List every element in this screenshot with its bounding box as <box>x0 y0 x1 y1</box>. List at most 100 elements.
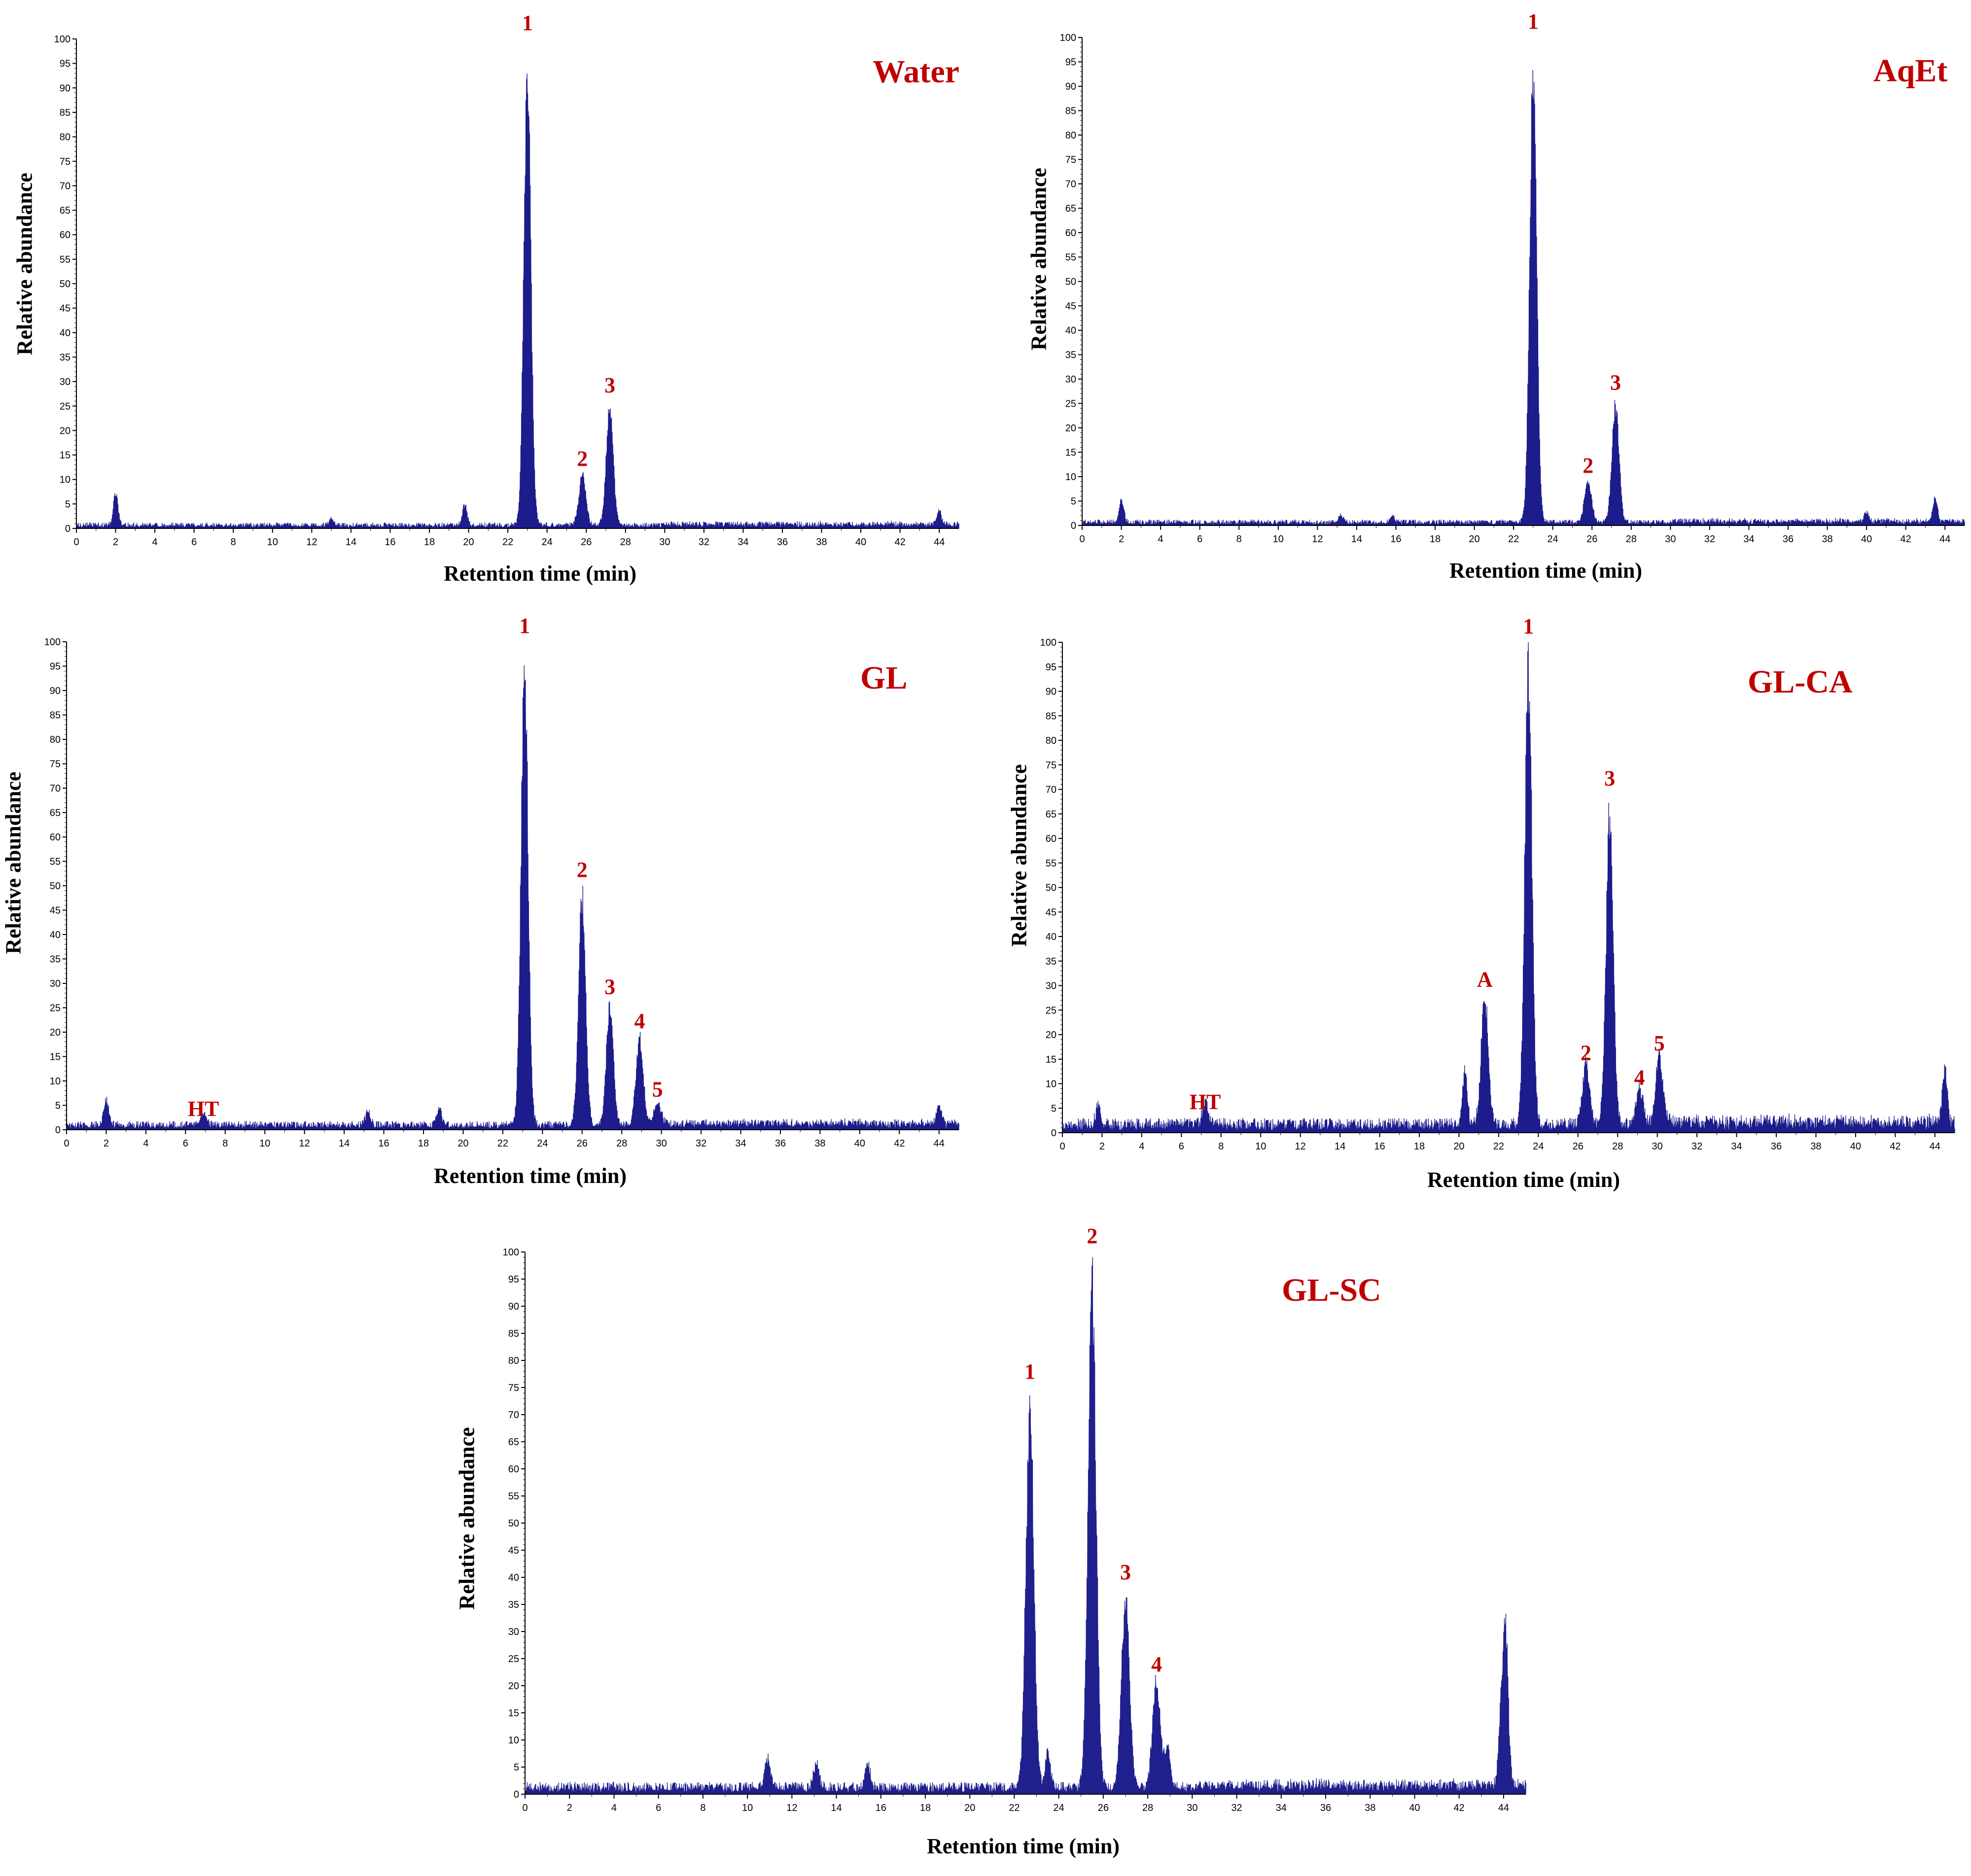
y-tick-label: 75 <box>60 156 70 167</box>
y-tick-label: 35 <box>60 352 70 363</box>
peak-label-4: 4 <box>1151 1652 1162 1676</box>
x-tick-label: 10 <box>1255 1141 1266 1152</box>
x-tick-label: 28 <box>1612 1141 1623 1152</box>
chromatogram-trace <box>525 1257 1526 1794</box>
x-tick-label: 12 <box>1295 1141 1306 1152</box>
x-tick-label: 30 <box>1187 1803 1197 1813</box>
x-tick-label: 8 <box>231 537 236 548</box>
y-tick-label: 30 <box>508 1627 519 1637</box>
x-tick-label: 26 <box>1586 534 1597 545</box>
x-tick-label: 44 <box>1939 534 1950 545</box>
x-tick-label: 18 <box>1414 1141 1425 1152</box>
x-tick-label: 12 <box>1312 534 1323 545</box>
x-tick-label: 20 <box>964 1803 975 1813</box>
x-tick-label: 22 <box>502 537 513 548</box>
chart-title-gl-ca: GL-CA <box>1748 664 1853 700</box>
chart-title-gl-sc: GL-SC <box>1282 1272 1381 1308</box>
y-tick-label: 70 <box>60 181 70 192</box>
peak-label-3: 3 <box>1604 766 1615 790</box>
x-axis-label-gl-ca: Retention time (min) <box>1427 1168 1620 1192</box>
x-tick-label: 34 <box>1743 534 1754 545</box>
peak-label-3: 3 <box>1610 371 1621 395</box>
y-tick-label: 60 <box>508 1464 519 1475</box>
y-tick-label: 80 <box>60 132 70 143</box>
y-tick-label: 10 <box>1046 1079 1056 1090</box>
y-tick-label: 65 <box>50 808 61 819</box>
x-tick-label: 34 <box>1731 1141 1742 1152</box>
x-tick-label: 10 <box>259 1138 270 1149</box>
y-tick-label: 65 <box>60 206 70 216</box>
peak-label-2: 2 <box>1087 1224 1097 1248</box>
y-tick-label: 15 <box>508 1708 519 1719</box>
y-tick-label: 90 <box>508 1301 519 1312</box>
x-tick-label: 20 <box>463 537 474 548</box>
y-tick-label: 80 <box>50 734 61 745</box>
x-tick-label: 6 <box>1197 534 1202 545</box>
x-tick-label: 22 <box>497 1138 508 1149</box>
x-tick-label: 14 <box>346 537 356 548</box>
chart-panel-water: 0 5 10 15 20 25 30 35 40 45 50 55 60 65 70 75 80 85 90 95 10… <box>0 0 986 601</box>
y-tick-label: 30 <box>1065 374 1076 385</box>
peak-label-4: 4 <box>634 1009 645 1033</box>
peak-label-3: 3 <box>1120 1560 1131 1584</box>
x-tick-label: 40 <box>1861 534 1872 545</box>
x-tick-label: 30 <box>656 1138 667 1149</box>
y-tick-label: 30 <box>1046 981 1056 992</box>
y-tick-label: 25 <box>1046 1005 1056 1016</box>
x-axis-label-aqet: Retention time (min) <box>1449 558 1643 583</box>
peak-label-2: 2 <box>1583 453 1593 478</box>
x-tick-label: 18 <box>418 1138 429 1149</box>
chromatogram-area <box>76 73 959 529</box>
y-tick-label: 50 <box>60 279 70 290</box>
y-tick-label: 15 <box>1046 1054 1056 1065</box>
x-tick-label: 0 <box>522 1803 528 1813</box>
x-tick-label: 32 <box>1691 1141 1702 1152</box>
y-tick-label: 55 <box>1046 858 1056 869</box>
x-tick-label: 20 <box>1469 534 1479 545</box>
peak-label-1: 1 <box>1024 1359 1035 1384</box>
chart-water: 0510152025303540455055606570758085909510… <box>54 11 959 548</box>
x-tick-label: 18 <box>424 537 435 548</box>
y-tick-label: 85 <box>508 1328 519 1339</box>
x-tick-label: 10 <box>742 1803 753 1813</box>
y-tick-label: 70 <box>1065 179 1076 190</box>
x-tick-label: 36 <box>775 1138 786 1149</box>
x-tick-label: 8 <box>700 1803 705 1813</box>
x-tick-label: 14 <box>1335 1141 1345 1152</box>
y-tick-label: 50 <box>1065 277 1076 287</box>
y-tick-label: 80 <box>1046 735 1056 746</box>
x-tick-label: 38 <box>1365 1803 1375 1813</box>
x-tick-label: 42 <box>894 1138 905 1149</box>
x-tick-label: 2 <box>1119 534 1124 545</box>
peak-label-1: 1 <box>1523 614 1534 638</box>
y-tick-label: 95 <box>1046 662 1056 673</box>
x-tick-label: 6 <box>191 537 197 548</box>
y-tick-label: 5 <box>1051 1103 1056 1114</box>
x-axis-label-gl: Retention time (min) <box>434 1164 627 1188</box>
y-tick-label: 100 <box>1040 637 1056 648</box>
x-tick-label: 16 <box>1390 534 1401 545</box>
x-tick-label: 34 <box>1276 1803 1287 1813</box>
y-tick-label: 20 <box>50 1027 61 1038</box>
y-tick-label: 5 <box>1071 496 1076 507</box>
y-tick-label: 95 <box>60 59 70 69</box>
chart-title-gl: GL <box>860 660 908 696</box>
x-tick-label: 26 <box>581 537 592 548</box>
chart-gl: 0510152025303540455055606570758085909510… <box>44 614 959 1149</box>
chart-panel-gl-ca: 0 5 10 15 20 25 30 35 40 45 50 55 60 65 70 75 80 85 90 95 10… <box>993 611 1971 1208</box>
y-axis-label-aqet: Relative abundance <box>1026 168 1051 350</box>
x-tick-label: 4 <box>1158 534 1163 545</box>
y-tick-label: 90 <box>1046 687 1056 697</box>
x-tick-label: 2 <box>104 1138 109 1149</box>
y-tick-label: 85 <box>60 107 70 118</box>
peak-label-5: 5 <box>1654 1031 1665 1055</box>
y-tick-label: 25 <box>60 401 70 412</box>
y-tick-label: 45 <box>508 1545 519 1556</box>
y-tick-label: 50 <box>50 881 61 892</box>
x-tick-label: 40 <box>854 1138 865 1149</box>
y-tick-label: 45 <box>1046 907 1056 918</box>
y-tick-label: 50 <box>508 1518 519 1529</box>
y-tick-label: 95 <box>50 661 61 672</box>
y-tick-label: 90 <box>60 83 70 94</box>
x-tick-label: 16 <box>385 537 395 548</box>
